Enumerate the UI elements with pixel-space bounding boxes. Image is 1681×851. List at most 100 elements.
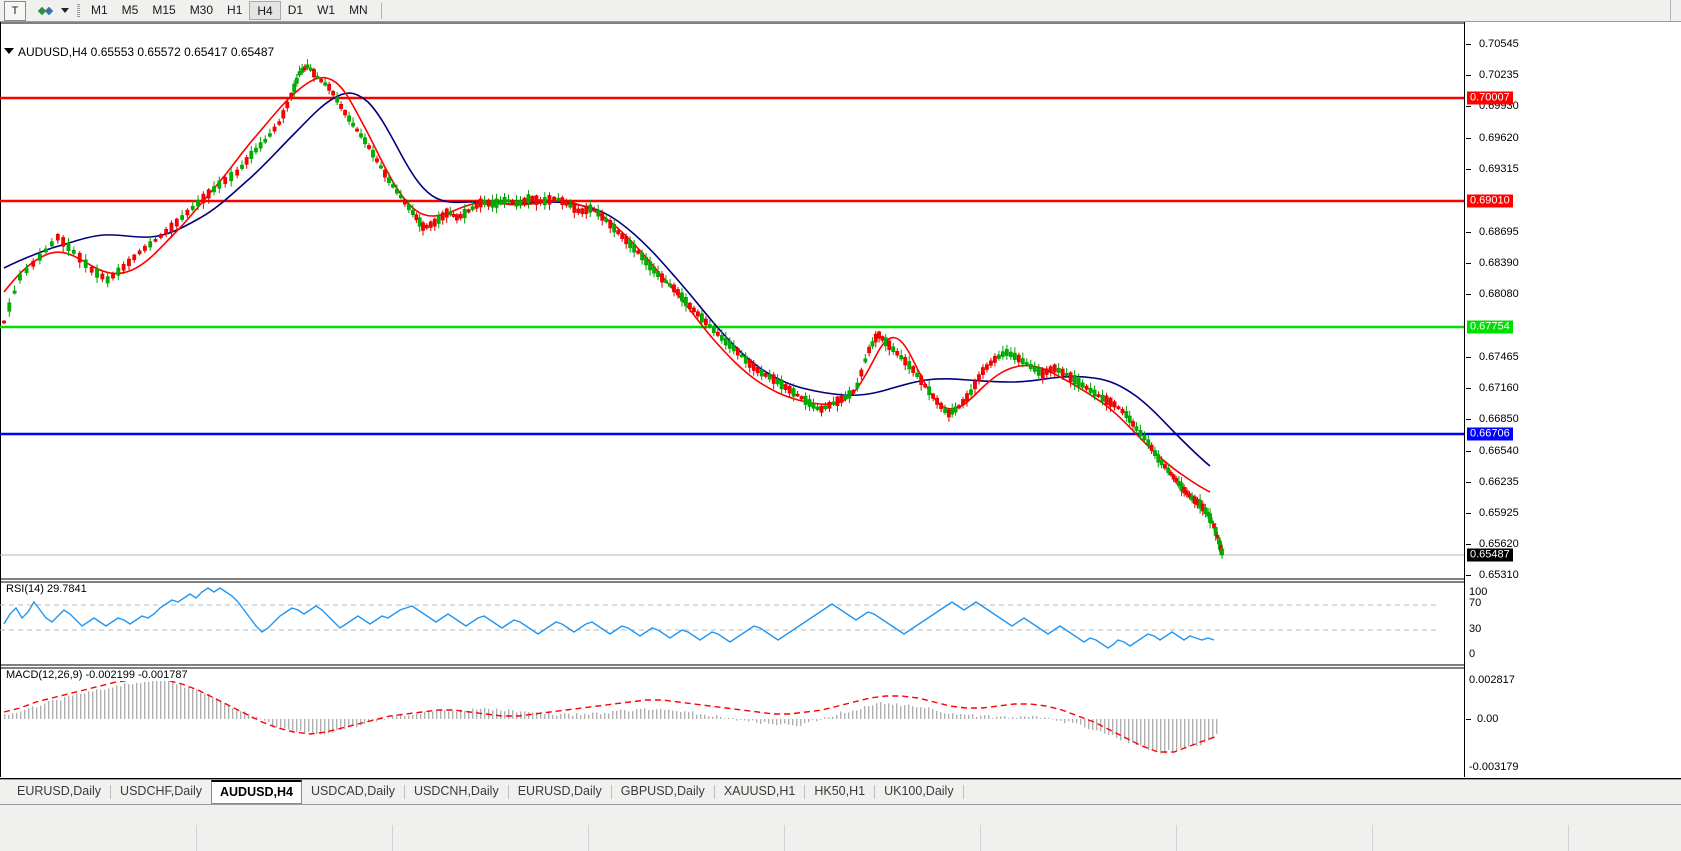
symbol-ohlc-text: AUDUSD,H4 0.65553 0.65572 0.65417 0.6548… [18, 45, 275, 59]
price-tick-mark [1466, 169, 1471, 170]
timeframe-m1[interactable]: M1 [91, 3, 108, 17]
chart-tab-usdcad-daily[interactable]: USDCAD,Daily [310, 784, 395, 798]
price-tick-label: 0.67160 [1479, 382, 1519, 394]
toolbar-end-divider [1670, 0, 1681, 21]
ma-fast-line [3, 76, 1211, 493]
rsi-tick-label: 70 [1469, 597, 1482, 609]
price-tick-label: 0.68695 [1479, 226, 1519, 238]
chart-canvas [0, 22, 1464, 777]
price-tick-label: 0.68080 [1479, 288, 1519, 300]
support-level[interactable]: 0.67754 [1467, 320, 1513, 334]
tab-divider [962, 785, 964, 799]
price-tick-label: 0.65925 [1479, 507, 1519, 519]
chart-tab-gbpusd-daily[interactable]: GBPUSD,Daily [620, 784, 705, 798]
chevron-down-icon[interactable] [4, 48, 14, 54]
timeframe-bar: M1 M5 M15 M30 H1 H4 D1 W1 MN [84, 1, 375, 20]
tab-divider [610, 785, 612, 799]
price-tick-mark [1466, 575, 1471, 576]
symbol-ohlc-header: AUDUSD,H4 0.65553 0.65572 0.65417 0.6548… [4, 45, 274, 59]
chart-frame: RSI(14) 29.7841 MACD(12,26,9) -0.002199 … [0, 22, 1681, 801]
macd-tick-mark [1466, 719, 1471, 720]
chart-tab-eurusd-daily[interactable]: EURUSD,Daily [17, 784, 102, 798]
main-toolbar: T M1 M5 M15 M30 H1 H4 D1 W1 MN [0, 0, 1681, 22]
current-price-marker[interactable]: 0.65487 [1467, 548, 1513, 562]
tab-divider [403, 785, 405, 799]
diamond-shape-blue [44, 6, 53, 15]
toolbar-grip[interactable] [77, 3, 80, 18]
text-tool-label: T [11, 4, 19, 17]
timeframe-mn[interactable]: MN [349, 3, 368, 17]
price-tick-label: 0.69620 [1479, 132, 1519, 144]
price-tick-mark [1466, 544, 1471, 545]
timeframe-m15[interactable]: M15 [152, 3, 176, 17]
rsi-subwindow [0, 587, 1440, 649]
price-tick-label: 0.66235 [1479, 476, 1519, 488]
price-tick-label: 0.65620 [1479, 538, 1519, 550]
price-tick-mark [1466, 138, 1471, 139]
price-scale[interactable]: 0.70545 0.70235 0.69930 0.69620 0.69315 0.686… [1464, 22, 1681, 777]
chart-tab-uk100-daily[interactable]: UK100,Daily [884, 784, 954, 798]
price-tick-label: 0.69315 [1479, 163, 1519, 175]
price-tick-label: 0.67465 [1479, 351, 1519, 363]
terminal-grid-strip [0, 825, 1681, 851]
macd-tick-label: -0.003179 [1469, 761, 1519, 773]
timeframe-m30[interactable]: M30 [189, 3, 214, 17]
price-tick-mark [1466, 513, 1471, 514]
price-tick-mark [1466, 294, 1471, 295]
chart-tabs: EURUSD,Daily USDCHF,Daily AUDUSD,H4 USDCAD,… [0, 780, 1681, 805]
pivot-level[interactable]: 0.66706 [1467, 427, 1513, 441]
tab-divider [804, 785, 806, 799]
price-tick-mark [1466, 75, 1471, 76]
macd-signal-line [3, 677, 1219, 753]
price-tick-label: 0.70545 [1479, 38, 1519, 50]
price-tick-mark [1466, 106, 1471, 107]
macd-histogram [4, 679, 1218, 754]
price-tick-mark [1466, 357, 1471, 358]
price-tick-label: 0.68390 [1479, 257, 1519, 269]
rsi-tick-label: 0 [1469, 648, 1476, 660]
chart-plot-area[interactable]: RSI(14) 29.7841 MACD(12,26,9) -0.002199 … [0, 22, 1464, 777]
rsi-line [3, 587, 1215, 649]
price-tick-label: 0.70235 [1479, 69, 1519, 81]
price-tick-label: 0.65310 [1479, 569, 1519, 581]
chart-tab-audusd-h4[interactable]: AUDUSD,H4 [211, 780, 302, 804]
tab-divider [507, 785, 509, 799]
price-tick-mark [1466, 482, 1471, 483]
chart-tab-hk50-h1[interactable]: HK50,H1 [814, 784, 866, 798]
candlestick-series [2, 59, 1224, 559]
chart-tab-eurusd-daily[interactable]: EURUSD,Daily [517, 784, 602, 798]
price-tick-mark [1466, 232, 1471, 233]
macd-tick-label: 0.002817 [1469, 674, 1515, 686]
tab-divider [110, 785, 112, 799]
timeframe-w1[interactable]: W1 [317, 3, 336, 17]
price-tick-mark [1466, 419, 1471, 420]
price-tick-mark [1466, 388, 1471, 389]
resistance-level-1[interactable]: 0.70007 [1467, 91, 1513, 105]
price-tick-label: 0.66850 [1479, 413, 1519, 425]
timeframe-h1[interactable]: H1 [227, 3, 243, 17]
chart-tab-bar: EURUSD,Daily USDCHF,Daily AUDUSD,H4 USDCAD,… [0, 779, 1681, 851]
chart-tab-xauusd-h1[interactable]: XAUUSD,H1 [723, 784, 796, 798]
macd-subwindow [3, 677, 1219, 754]
macd-indicator-label: MACD(12,26,9) -0.002199 -0.001787 [4, 669, 190, 681]
tab-divider [874, 785, 876, 799]
indicators-icon[interactable] [32, 2, 58, 20]
rsi-tick-label: 100 [1469, 586, 1488, 598]
chart-tab-usdcnh-daily[interactable]: USDCNH,Daily [413, 784, 499, 798]
price-tick-label: 0.66540 [1479, 445, 1519, 457]
toolbar-divider [380, 2, 382, 19]
chevron-down-icon[interactable] [61, 8, 69, 13]
text-tool-button[interactable]: T [4, 0, 26, 21]
timeframe-h4[interactable]: H4 [249, 1, 281, 20]
timeframe-m5[interactable]: M5 [121, 3, 139, 17]
price-tick-mark [1466, 263, 1471, 264]
macd-tick-label: 0.00 [1477, 713, 1499, 725]
price-tick-mark [1466, 451, 1471, 452]
rsi-tick-label: 30 [1469, 623, 1482, 635]
resistance-level-2[interactable]: 0.69010 [1467, 194, 1513, 208]
tab-divider [713, 785, 715, 799]
price-tick-mark [1466, 44, 1471, 45]
ma-slow-line [3, 92, 1211, 467]
chart-tab-usdchf-daily[interactable]: USDCHF,Daily [120, 784, 202, 798]
timeframe-d1[interactable]: D1 [287, 3, 304, 17]
